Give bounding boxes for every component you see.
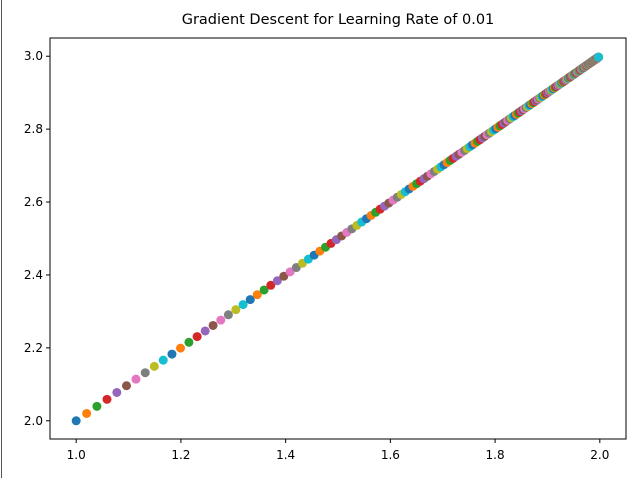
x-tick-label: 1.4 <box>276 448 295 462</box>
data-point <box>176 343 186 353</box>
x-tick-label: 1.0 <box>67 448 86 462</box>
data-point <box>216 315 226 325</box>
data-point <box>167 349 177 359</box>
data-point <box>279 271 289 281</box>
data-point <box>208 320 218 330</box>
data-point <box>140 368 150 378</box>
data-point <box>131 374 141 384</box>
data-point <box>266 280 276 290</box>
data-point <box>200 326 210 336</box>
y-tick-label: 2.6 <box>24 195 43 209</box>
x-tick-label: 1.8 <box>486 448 505 462</box>
y-tick-label: 2.0 <box>24 414 43 428</box>
data-point <box>158 355 168 365</box>
data-point <box>231 305 241 315</box>
data-points <box>71 52 604 426</box>
data-point <box>184 337 194 347</box>
x-tick-label: 1.6 <box>381 448 400 462</box>
plot-frame <box>49 37 627 440</box>
y-tick-label: 2.4 <box>24 268 43 282</box>
data-point <box>112 387 122 397</box>
data-point <box>71 416 81 426</box>
data-point <box>102 394 112 404</box>
data-point <box>82 408 92 418</box>
data-point <box>149 361 159 371</box>
data-point <box>92 401 102 411</box>
y-tick-label: 3.0 <box>24 49 43 63</box>
data-point <box>259 285 269 295</box>
data-point <box>594 52 604 62</box>
y-tick-label: 2.2 <box>24 341 43 355</box>
y-axis: 2.0 2.2 2.4 2.6 2.8 3.0 <box>24 49 50 428</box>
data-point <box>272 276 282 286</box>
chart-title: Gradient Descent for Learning Rate of 0.… <box>182 12 495 28</box>
data-point <box>192 332 202 342</box>
data-point <box>238 300 248 310</box>
data-point <box>223 310 233 320</box>
data-point <box>245 295 255 305</box>
x-axis: 1.0 1.2 1.4 1.6 1.8 2.0 <box>67 439 609 462</box>
y-tick-label: 2.8 <box>24 122 43 136</box>
x-tick-label: 1.2 <box>171 448 190 462</box>
data-point <box>121 381 131 391</box>
x-tick-label: 2.0 <box>590 448 609 462</box>
data-point <box>252 290 262 300</box>
